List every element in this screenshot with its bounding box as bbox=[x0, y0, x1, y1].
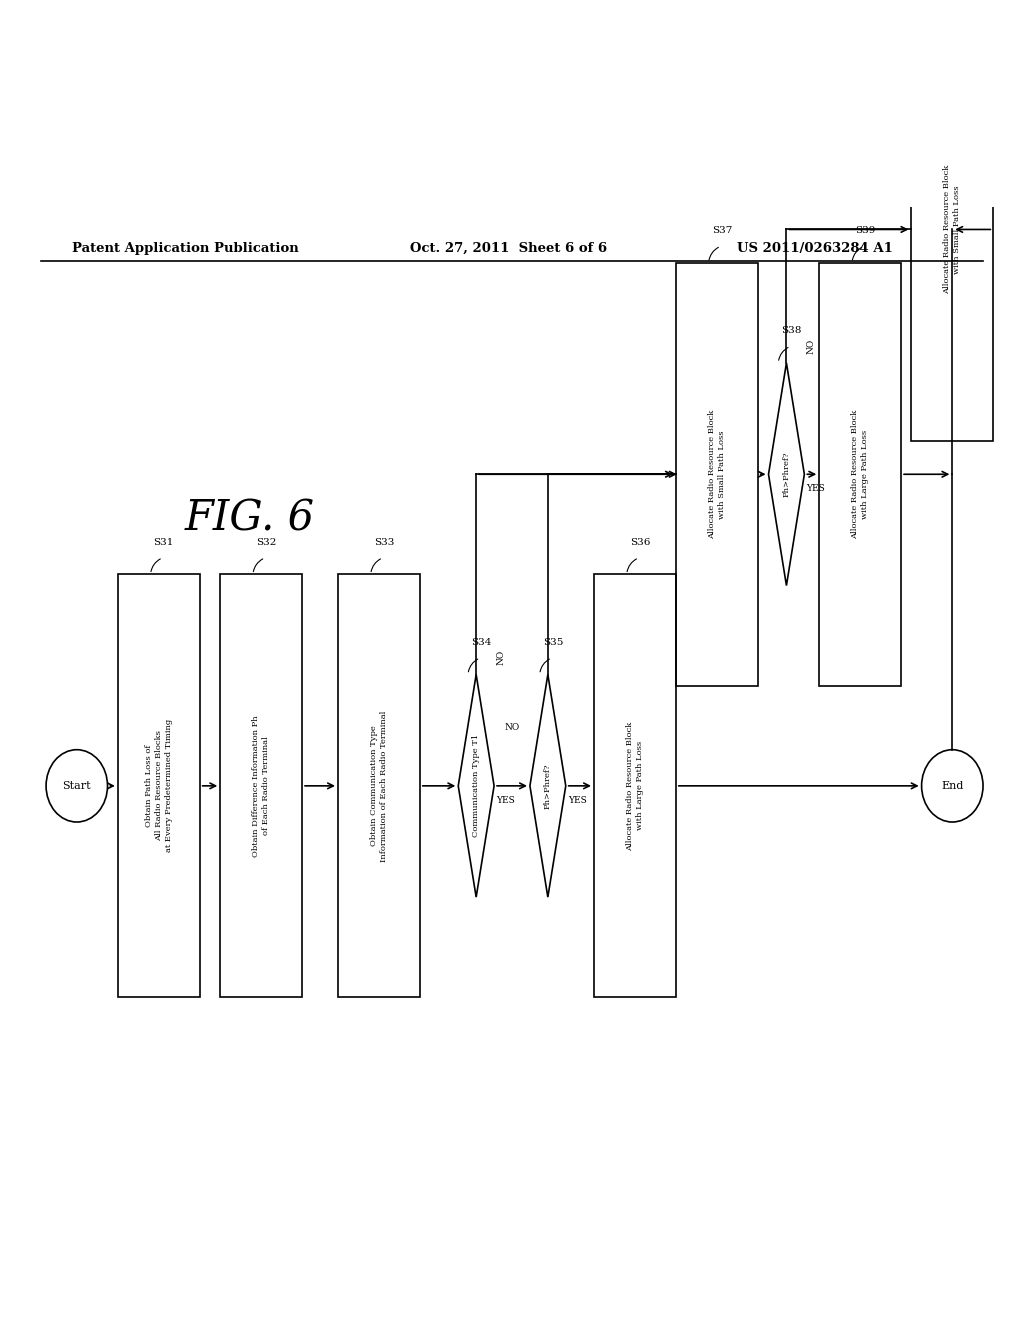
Text: Obtain Difference Information Ph
of Each Radio Terminal: Obtain Difference Information Ph of Each… bbox=[252, 715, 270, 857]
Text: NO: NO bbox=[807, 339, 815, 354]
Text: NO: NO bbox=[505, 723, 519, 733]
Text: Patent Application Publication: Patent Application Publication bbox=[72, 242, 298, 255]
Text: Start: Start bbox=[62, 781, 91, 791]
Text: Obtain Communication Type
Information of Each Radio Terminal: Obtain Communication Type Information of… bbox=[370, 710, 388, 862]
Text: S33: S33 bbox=[374, 537, 394, 546]
Text: YES: YES bbox=[807, 484, 825, 492]
Bar bbox=[220, 574, 302, 998]
Text: S35: S35 bbox=[543, 638, 563, 647]
Text: Allocate Radio Resource Block
with Large Path Loss: Allocate Radio Resource Block with Large… bbox=[851, 409, 869, 539]
Text: Ph>Phref?: Ph>Phref? bbox=[782, 451, 791, 498]
Text: Allocate Radio Resource Block
with Small Path Loss: Allocate Radio Resource Block with Small… bbox=[943, 165, 962, 294]
Text: Communication Type T1: Communication Type T1 bbox=[472, 734, 480, 837]
Text: YES: YES bbox=[497, 796, 515, 805]
Text: S38: S38 bbox=[781, 326, 802, 335]
Text: Ph>Phref?: Ph>Phref? bbox=[544, 763, 552, 809]
Text: YES: YES bbox=[567, 796, 587, 805]
Text: FIG. 6: FIG. 6 bbox=[184, 498, 314, 540]
Text: Obtain Path Loss of
All Radio Resource Blocks
at Every Predetermined Timing: Obtain Path Loss of All Radio Resource B… bbox=[145, 719, 172, 853]
Text: End: End bbox=[941, 781, 964, 791]
Bar bbox=[911, 18, 993, 441]
Text: Allocate Radio Resource Block
with Large Path Loss: Allocate Radio Resource Block with Large… bbox=[626, 721, 644, 850]
Bar bbox=[594, 574, 676, 998]
Text: US 2011/0263284 A1: US 2011/0263284 A1 bbox=[737, 242, 893, 255]
Text: S32: S32 bbox=[256, 537, 276, 546]
Text: S34: S34 bbox=[471, 638, 492, 647]
Text: S36: S36 bbox=[630, 537, 650, 546]
Text: Allocate Radio Resource Block
with Small Path Loss: Allocate Radio Resource Block with Small… bbox=[708, 409, 726, 539]
Text: NO: NO bbox=[497, 651, 505, 665]
Text: Oct. 27, 2011  Sheet 6 of 6: Oct. 27, 2011 Sheet 6 of 6 bbox=[410, 242, 607, 255]
Bar bbox=[118, 574, 200, 998]
Text: S37: S37 bbox=[712, 226, 732, 235]
Text: S39: S39 bbox=[855, 226, 876, 235]
Bar bbox=[819, 263, 901, 685]
Text: S31: S31 bbox=[154, 537, 174, 546]
Bar bbox=[338, 574, 420, 998]
Bar bbox=[676, 263, 758, 685]
